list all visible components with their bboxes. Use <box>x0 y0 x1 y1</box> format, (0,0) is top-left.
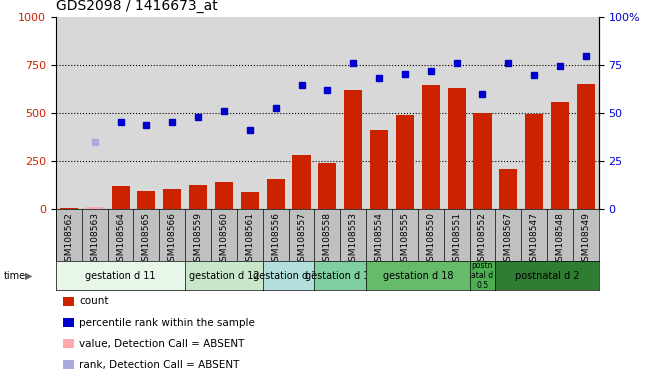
Text: GSM108565: GSM108565 <box>142 212 151 267</box>
Bar <box>163 189 182 209</box>
Bar <box>138 191 155 209</box>
Bar <box>344 90 363 209</box>
Bar <box>370 130 388 209</box>
Bar <box>215 182 233 209</box>
Text: value, Detection Call = ABSENT: value, Detection Call = ABSENT <box>79 339 244 349</box>
Bar <box>473 113 492 209</box>
Text: GSM108559: GSM108559 <box>193 212 203 267</box>
Bar <box>241 192 259 209</box>
Text: GSM108548: GSM108548 <box>555 212 565 267</box>
Text: GSM108550: GSM108550 <box>426 212 435 267</box>
Text: GSM108566: GSM108566 <box>168 212 177 267</box>
Text: GSM108551: GSM108551 <box>452 212 461 267</box>
Bar <box>499 169 517 209</box>
Bar <box>396 115 414 209</box>
Text: gestation d 14: gestation d 14 <box>253 270 324 281</box>
Text: GSM108554: GSM108554 <box>374 212 384 267</box>
Text: GSM108549: GSM108549 <box>582 212 590 267</box>
Text: postn
atal d
0.5: postn atal d 0.5 <box>471 261 494 290</box>
Text: gestation d 18: gestation d 18 <box>382 270 453 281</box>
Bar <box>577 84 595 209</box>
Text: count: count <box>79 296 109 306</box>
Text: GSM108555: GSM108555 <box>401 212 409 267</box>
Bar <box>266 179 285 209</box>
Text: GSM108560: GSM108560 <box>220 212 228 267</box>
Bar <box>525 114 544 209</box>
Text: GSM108564: GSM108564 <box>116 212 125 267</box>
Text: gestation d 11: gestation d 11 <box>86 270 156 281</box>
Text: GSM108552: GSM108552 <box>478 212 487 267</box>
Bar <box>447 88 466 209</box>
Text: GSM108562: GSM108562 <box>64 212 73 267</box>
Bar <box>422 86 440 209</box>
Bar <box>111 186 130 209</box>
Text: ▶: ▶ <box>25 270 32 281</box>
Bar <box>189 185 207 209</box>
Text: gestation d 12: gestation d 12 <box>189 270 259 281</box>
Bar <box>551 102 569 209</box>
Bar <box>86 207 104 209</box>
Text: GSM108563: GSM108563 <box>90 212 99 267</box>
Text: GSM108553: GSM108553 <box>349 212 358 267</box>
Text: gestation d 16: gestation d 16 <box>305 270 376 281</box>
Text: GSM108556: GSM108556 <box>271 212 280 267</box>
Text: rank, Detection Call = ABSENT: rank, Detection Call = ABSENT <box>79 360 240 370</box>
Bar <box>318 163 336 209</box>
Text: percentile rank within the sample: percentile rank within the sample <box>79 318 255 328</box>
Text: GSM108567: GSM108567 <box>504 212 513 267</box>
Text: GSM108561: GSM108561 <box>245 212 254 267</box>
Text: GSM108558: GSM108558 <box>323 212 332 267</box>
Text: time: time <box>3 270 26 281</box>
Text: GSM108547: GSM108547 <box>530 212 539 267</box>
Text: GSM108557: GSM108557 <box>297 212 306 267</box>
Text: GDS2098 / 1416673_at: GDS2098 / 1416673_at <box>56 0 218 13</box>
Bar <box>292 155 311 209</box>
Text: postnatal d 2: postnatal d 2 <box>515 270 580 281</box>
